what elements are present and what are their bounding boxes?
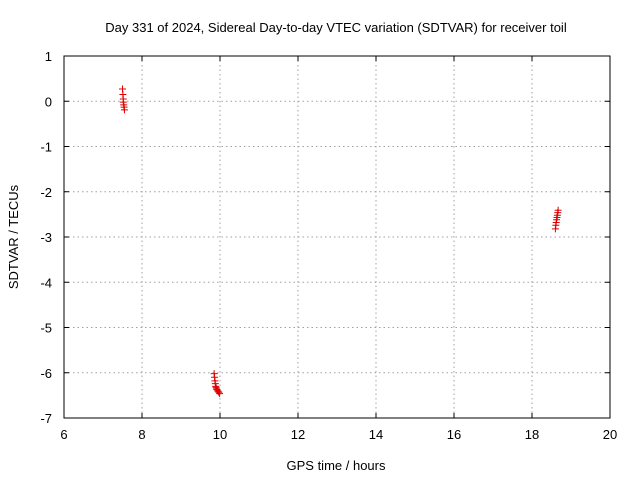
x-axis-label: GPS time / hours — [287, 458, 386, 473]
y-tick-label: 0 — [45, 94, 52, 109]
data-points — [119, 85, 562, 398]
y-tick-label: -1 — [40, 140, 52, 155]
data-point — [554, 206, 562, 214]
data-point — [215, 388, 223, 396]
y-tick-label: -7 — [40, 411, 52, 426]
x-tick-label: 8 — [138, 427, 145, 442]
x-tick-label: 12 — [291, 427, 305, 442]
x-tick-label: 20 — [603, 427, 617, 442]
x-tick-labels: 6 8 10 12 14 16 18 20 — [60, 427, 617, 442]
data-point — [120, 106, 128, 114]
x-tick-label: 14 — [369, 427, 383, 442]
y-tick-label: -4 — [40, 275, 52, 290]
y-axis-label: SDTVAR / TECUs — [6, 184, 21, 289]
x-tick-label: 16 — [447, 427, 461, 442]
data-point — [216, 390, 224, 398]
y-tick-label: -2 — [40, 185, 52, 200]
chart-title: Day 331 of 2024, Sidereal Day-to-day VTE… — [105, 20, 567, 35]
y-tick-label: -3 — [40, 230, 52, 245]
axis-ticks — [63, 55, 611, 419]
y-tick-label: -6 — [40, 366, 52, 381]
y-tick-label: -5 — [40, 321, 52, 336]
x-tick-label: 10 — [213, 427, 227, 442]
y-tick-label: 1 — [45, 49, 52, 64]
x-tick-label: 6 — [60, 427, 67, 442]
grid — [64, 56, 610, 418]
y-tick-labels: 1 0 -1 -2 -3 -4 -5 -6 -7 — [40, 49, 52, 426]
x-tick-label: 18 — [525, 427, 539, 442]
